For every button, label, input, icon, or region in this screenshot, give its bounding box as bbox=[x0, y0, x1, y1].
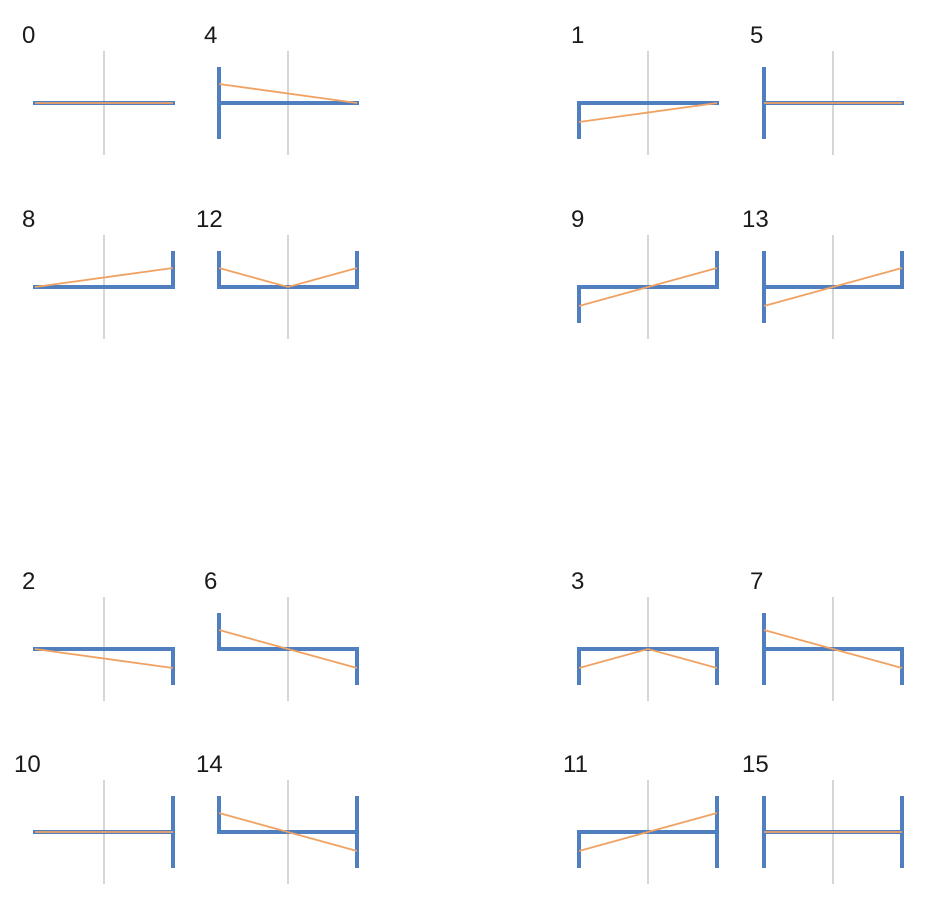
panel-5: 5 bbox=[750, 22, 904, 155]
panel-label: 0 bbox=[22, 22, 35, 49]
panel-label: 13 bbox=[742, 206, 769, 233]
panel-label: 2 bbox=[22, 568, 35, 595]
panel-8: 8 bbox=[22, 206, 175, 339]
panel-6: 6 bbox=[204, 568, 359, 701]
panel-0: 0 bbox=[22, 22, 175, 155]
orange-line bbox=[578, 812, 718, 852]
panel-label: 14 bbox=[196, 751, 223, 778]
panel-label: 11 bbox=[563, 751, 588, 778]
panel-14: 14 bbox=[196, 751, 359, 884]
panel-label: 3 bbox=[571, 568, 584, 595]
panel-label: 6 bbox=[204, 568, 217, 595]
panel-label: 1 bbox=[571, 22, 584, 49]
orange-line bbox=[578, 648, 718, 669]
orange-line bbox=[578, 102, 718, 123]
panel-label: 4 bbox=[204, 22, 217, 49]
panel-3: 3 bbox=[571, 568, 719, 701]
panel-label: 5 bbox=[750, 22, 763, 49]
panel-13: 13 bbox=[742, 206, 904, 339]
panel-label: 15 bbox=[742, 751, 769, 778]
panel-label: 7 bbox=[750, 568, 763, 595]
orange-line bbox=[34, 648, 174, 669]
panel-11: 11 bbox=[563, 751, 719, 884]
orange-line bbox=[763, 267, 903, 307]
panel-4: 4 bbox=[204, 22, 359, 155]
panel-9: 9 bbox=[571, 206, 719, 339]
panel-label: 12 bbox=[196, 206, 223, 233]
panel-10: 10 bbox=[14, 751, 175, 884]
panel-1: 1 bbox=[571, 22, 719, 155]
orange-line bbox=[763, 629, 903, 669]
panel-12: 12 bbox=[196, 206, 359, 339]
panel-label: 8 bbox=[22, 206, 35, 233]
panel-label: 10 bbox=[14, 751, 41, 778]
orange-line bbox=[218, 83, 358, 104]
panel-2: 2 bbox=[22, 568, 175, 701]
orange-line bbox=[218, 812, 358, 852]
panel-15: 15 bbox=[742, 751, 904, 884]
orange-line bbox=[34, 267, 174, 288]
panel-7: 7 bbox=[750, 568, 904, 701]
panel-label: 9 bbox=[571, 206, 584, 233]
orange-line bbox=[218, 629, 358, 669]
orange-line bbox=[578, 267, 718, 307]
orange-line bbox=[218, 267, 358, 288]
